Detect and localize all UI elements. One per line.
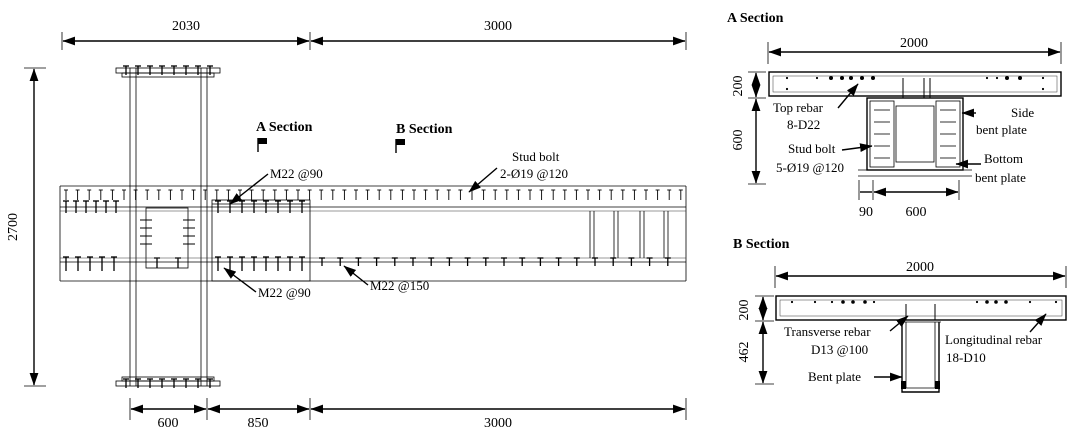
- rebar-dot: [1041, 87, 1045, 91]
- rebar-dot: [1041, 76, 1045, 80]
- bolt-top-label: M22 @90: [270, 166, 323, 181]
- rebar-dot: [830, 300, 834, 304]
- section-b-dim-2000: 2000: [906, 260, 934, 275]
- plan-bottom-dimension: 600 850 3000: [129, 398, 687, 431]
- rebar-dot: [1028, 300, 1032, 304]
- bent-plate-label: Bent plate: [808, 369, 861, 384]
- steel-beam: [59, 185, 687, 282]
- dim-bottom-3000: 3000: [484, 416, 512, 431]
- top-rebar-label-1: Top rebar: [773, 100, 824, 115]
- section-a-dim-200: 200: [731, 76, 746, 97]
- rebar-dot: [829, 76, 833, 80]
- bottom-plate-label-2: bent plate: [975, 170, 1026, 185]
- dim-bottom-850: 850: [248, 416, 269, 431]
- rebar-dot: [1054, 300, 1058, 304]
- rebar-dot: [815, 76, 819, 80]
- stud-bolt-a-label-1: Stud bolt: [788, 141, 836, 156]
- section-a-dim-2000: 2000: [900, 36, 928, 51]
- rebar-dot: [860, 76, 864, 80]
- rebar-dot: [785, 87, 789, 91]
- top-rebar-label-2: 8-D22: [787, 117, 820, 132]
- section-a-title: A Section: [727, 11, 784, 26]
- dim-top-2030: 2030: [172, 19, 200, 34]
- dim-top-3000: 3000: [484, 19, 512, 34]
- section-b-dim-200: 200: [737, 300, 752, 321]
- section-a-dim-90: 90: [859, 205, 873, 220]
- rebar-dot: [863, 300, 867, 304]
- rebar-dot: [1005, 76, 1009, 80]
- stud-bolt-a-label-2: 5-Ø19 @120: [776, 160, 844, 175]
- section-a-dim-600-width: 600: [906, 205, 927, 220]
- rebar-dot: [995, 76, 999, 80]
- plan-height-dimension: 2700: [6, 67, 46, 387]
- rebar-dot: [785, 76, 789, 80]
- longitudinal-rebar-label-1: Longitudinal rebar: [945, 332, 1043, 347]
- rebar-dot: [1004, 300, 1008, 304]
- a-section-marker: A Section: [256, 120, 313, 135]
- dim-bottom-600: 600: [158, 416, 179, 431]
- side-plate-label-1: Side: [1011, 105, 1034, 120]
- rebar-dot: [849, 76, 853, 80]
- bottom-plate-label-1: Bottom: [984, 151, 1023, 166]
- rebar-dot: [813, 300, 817, 304]
- rebar-dot: [871, 76, 875, 80]
- plan-view: 2030 3000 2700: [6, 19, 687, 431]
- rebar-dot: [790, 300, 794, 304]
- plan-top-dimension: 2030 3000: [61, 19, 687, 50]
- rebar-dot: [1018, 76, 1022, 80]
- dim-height-2700: 2700: [6, 213, 21, 241]
- rebar-dot: [840, 76, 844, 80]
- rebar-dot: [985, 300, 989, 304]
- section-b: B Section 2000 200 462 Transverse rebar …: [733, 237, 1067, 393]
- a-section-flag: A Section: [256, 120, 313, 152]
- bolt-bottom-label: M22 @90: [258, 285, 311, 300]
- section-b-title: B Section: [733, 237, 790, 252]
- transverse-rebar-label-2: D13 @100: [811, 342, 868, 357]
- b-section-flag: B Section: [395, 122, 453, 153]
- b-section-marker: B Section: [396, 122, 453, 137]
- longitudinal-rebar-label-2: 18-D10: [946, 350, 986, 365]
- rebar-dot: [872, 300, 876, 304]
- stud-bolt-label-1: Stud bolt: [512, 149, 560, 164]
- column: [115, 65, 221, 388]
- side-plate-label-2: bent plate: [976, 122, 1027, 137]
- rebar-dot: [994, 300, 998, 304]
- stud-bolt-label-2: 2-Ø19 @120: [500, 166, 568, 181]
- transverse-rebar-label-1: Transverse rebar: [784, 324, 871, 339]
- section-b-dim-462: 462: [737, 342, 752, 363]
- section-a: A Section 2000 200 600 90 600: [727, 11, 1062, 220]
- rebar-dot: [985, 76, 989, 80]
- bolt-web-label: M22 @150: [370, 278, 429, 293]
- rebar-dot: [841, 300, 845, 304]
- rebar-dot: [975, 300, 979, 304]
- section-a-dim-600-depth: 600: [731, 130, 746, 151]
- rebar-dot: [851, 300, 855, 304]
